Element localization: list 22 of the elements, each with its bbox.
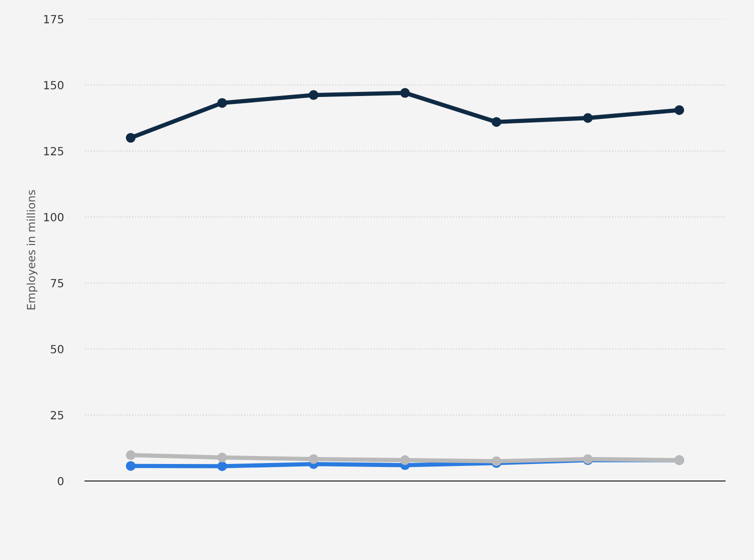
point — [217, 461, 228, 472]
y-axis-title: Employees in millions — [26, 190, 38, 310]
y-tick-label: 175 — [44, 15, 64, 24]
y-tick-label: 0 — [58, 476, 64, 486]
y-tick-label: 125 — [44, 146, 64, 156]
point — [126, 461, 136, 471]
point — [217, 98, 228, 108]
y-tick-label: 150 — [44, 80, 64, 90]
y-tick-label: 25 — [50, 410, 64, 420]
point — [400, 88, 410, 98]
y-tick-label: 100 — [44, 212, 64, 222]
point — [308, 90, 318, 100]
point — [126, 132, 136, 143]
point — [308, 454, 318, 464]
y-tick-label: 75 — [50, 279, 64, 288]
point — [126, 450, 136, 460]
point — [674, 105, 684, 115]
y-tick-label: 50 — [50, 344, 64, 354]
point — [582, 113, 593, 123]
point — [492, 117, 502, 127]
point — [217, 452, 228, 462]
point — [400, 455, 410, 466]
